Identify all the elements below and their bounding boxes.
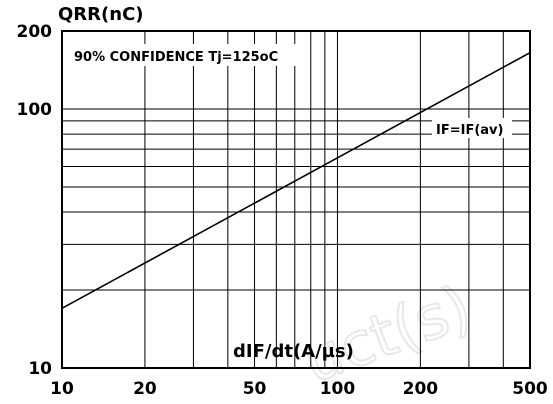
- x-tick-labels: 10 20 50 100 200 500: [50, 379, 548, 399]
- x-tick-label: 10: [50, 379, 74, 399]
- y-tick-labels: 200 100 10: [17, 22, 53, 379]
- y-tick-label: 100: [17, 100, 53, 120]
- x-tick-label: 50: [243, 379, 267, 399]
- y-axis-label: QRR(nC): [58, 4, 144, 25]
- confidence-label-bg: [68, 44, 304, 66]
- series-label-bg: [432, 118, 512, 138]
- plot-frame: [61, 30, 531, 369]
- x-axis-label: dIF/dt(A/µs): [233, 341, 354, 362]
- x-tick-label: 200: [403, 379, 439, 399]
- x-tick-label: 100: [320, 379, 356, 399]
- y-tick-label: 10: [28, 359, 52, 379]
- series-label: IF=IF(av): [436, 123, 503, 138]
- x-tick-label: 20: [133, 379, 157, 399]
- y-tick-label: 200: [17, 22, 53, 42]
- series-line: [61, 51, 531, 310]
- confidence-label: 90% CONFIDENCE Tj=125oC: [74, 50, 278, 65]
- x-tick-label: 500: [512, 379, 548, 399]
- series-layer: [61, 51, 531, 310]
